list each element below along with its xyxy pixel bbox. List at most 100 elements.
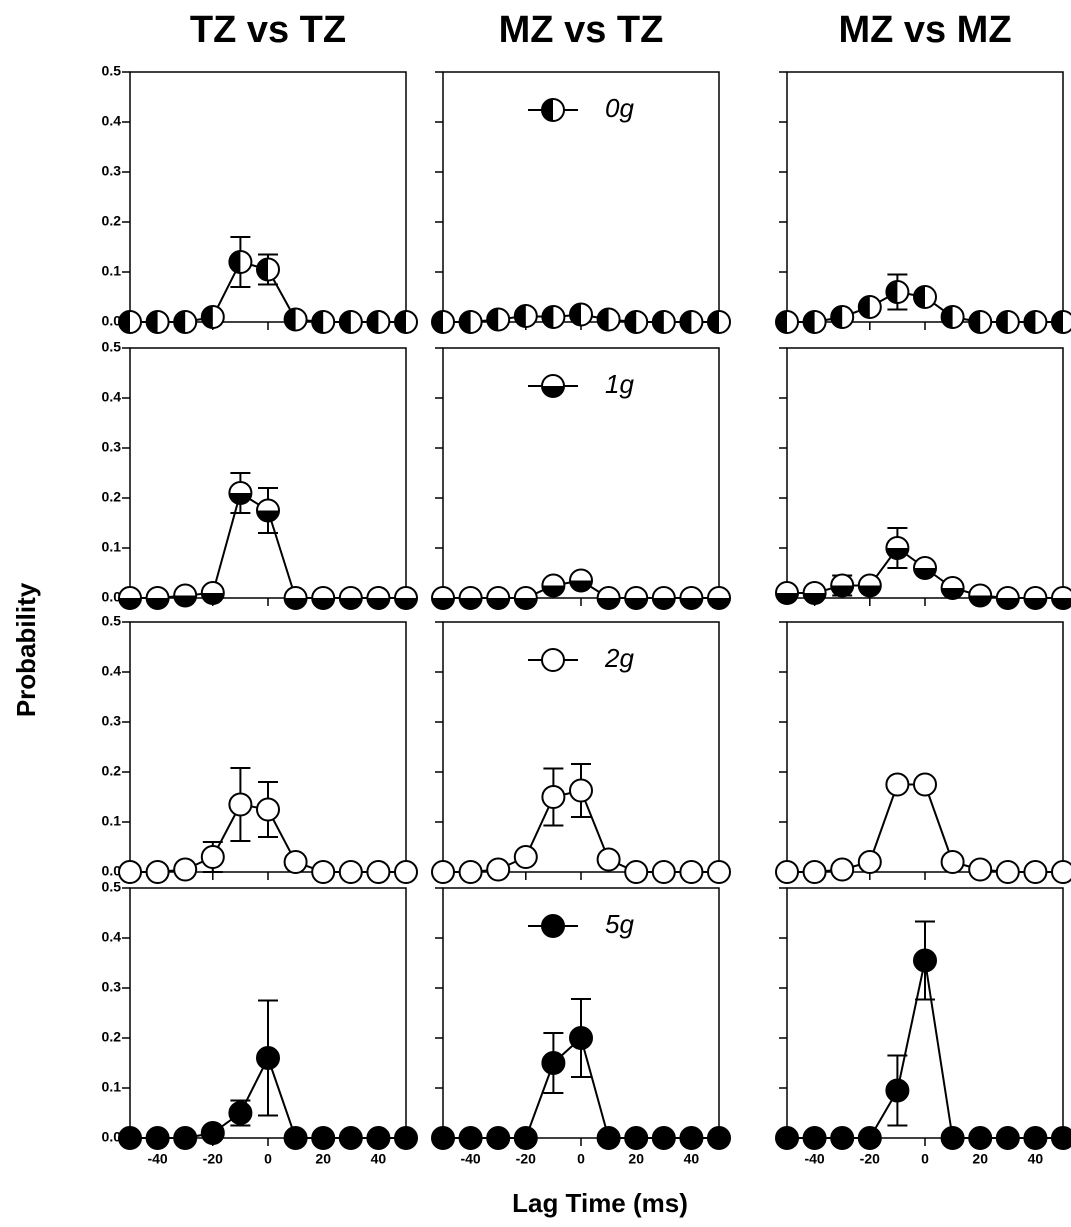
marker-half — [514, 305, 526, 327]
marker-half — [367, 311, 379, 333]
marker-body — [394, 1126, 418, 1150]
marker-half — [708, 311, 719, 333]
marker-half — [119, 311, 130, 333]
marker — [569, 778, 593, 803]
marker-body — [431, 860, 455, 884]
marker — [486, 857, 511, 882]
marker-body — [311, 860, 336, 884]
marker-half — [625, 311, 637, 333]
marker-half — [257, 510, 279, 522]
marker — [651, 860, 676, 884]
x-tick-label: 20 — [972, 1151, 988, 1167]
x-tick-label: 0 — [264, 1151, 272, 1167]
marker-half — [339, 311, 351, 333]
marker — [1051, 310, 1071, 334]
marker — [541, 648, 565, 672]
marker — [431, 310, 455, 334]
y-tick-label: 0.2 — [102, 1029, 122, 1045]
marker-body — [885, 1078, 910, 1103]
marker — [830, 573, 855, 598]
marker-half — [803, 593, 826, 604]
marker — [802, 1126, 827, 1150]
marker-half — [625, 598, 648, 610]
marker — [173, 857, 198, 882]
marker-body — [802, 860, 827, 884]
marker-body — [256, 797, 280, 822]
y-tick-label: 0.0 — [102, 1129, 122, 1145]
marker — [338, 586, 363, 610]
marker-body — [256, 1046, 280, 1070]
marker — [885, 1078, 910, 1103]
marker-body — [513, 845, 538, 869]
plot-frame — [442, 71, 720, 323]
legend-label: 0g — [605, 93, 634, 123]
marker-half — [312, 598, 335, 610]
marker — [513, 845, 538, 869]
plot-frame — [129, 347, 407, 599]
marker-half — [886, 548, 909, 559]
x-tick-label: -20 — [860, 1151, 880, 1167]
marker — [679, 860, 704, 884]
marker — [857, 1126, 882, 1150]
x-tick-label: -40 — [460, 1151, 480, 1167]
marker — [228, 481, 253, 505]
marker-body — [200, 845, 225, 869]
y-tick-label: 0.3 — [102, 979, 122, 995]
marker-half — [229, 493, 252, 505]
marker — [707, 1126, 731, 1150]
marker — [1023, 310, 1048, 334]
marker-half — [542, 585, 565, 597]
marker — [885, 280, 910, 304]
marker-half — [119, 598, 141, 609]
x-axis-label: Lag Time (ms) — [512, 1188, 688, 1218]
marker-body — [995, 860, 1020, 884]
marker — [775, 1126, 799, 1150]
marker-body — [802, 1126, 827, 1150]
marker — [569, 1026, 593, 1050]
marker — [679, 310, 704, 334]
marker — [913, 285, 937, 309]
x-tick-label: -40 — [804, 1151, 824, 1167]
marker-half — [395, 598, 417, 609]
y-axis-label: Probability — [11, 582, 41, 717]
marker — [596, 307, 621, 332]
marker — [458, 310, 483, 334]
y-tick-label: 0.0 — [102, 313, 122, 329]
marker-body — [968, 1126, 993, 1150]
marker-body — [569, 778, 593, 803]
marker — [200, 305, 225, 329]
marker-half — [201, 306, 213, 328]
marker-body — [1023, 1126, 1048, 1150]
marker — [256, 257, 280, 282]
marker — [913, 772, 937, 797]
marker-body — [775, 1126, 799, 1150]
marker — [394, 860, 418, 884]
marker — [775, 310, 799, 334]
marker-half — [914, 568, 936, 579]
marker — [707, 310, 731, 334]
marker-body — [541, 1051, 566, 1075]
marker — [651, 1126, 676, 1150]
marker — [394, 310, 418, 334]
plot-frame — [442, 347, 720, 599]
marker — [118, 586, 142, 610]
marker-half — [284, 308, 296, 331]
marker — [486, 1126, 511, 1150]
marker-half — [367, 598, 390, 610]
marker — [651, 586, 676, 610]
marker-body — [569, 1026, 593, 1050]
marker — [118, 1126, 142, 1150]
marker-body — [145, 860, 170, 884]
marker-half — [996, 598, 1019, 610]
marker-body — [596, 1126, 621, 1150]
marker — [940, 850, 965, 874]
marker — [968, 1126, 993, 1150]
marker — [541, 305, 566, 329]
marker-half — [1052, 598, 1071, 609]
marker — [802, 310, 827, 334]
marker-body — [228, 792, 253, 817]
marker — [338, 1126, 363, 1150]
marker — [283, 307, 308, 332]
x-tick-label: -20 — [516, 1151, 536, 1167]
y-tick-label: 0.5 — [102, 879, 122, 895]
